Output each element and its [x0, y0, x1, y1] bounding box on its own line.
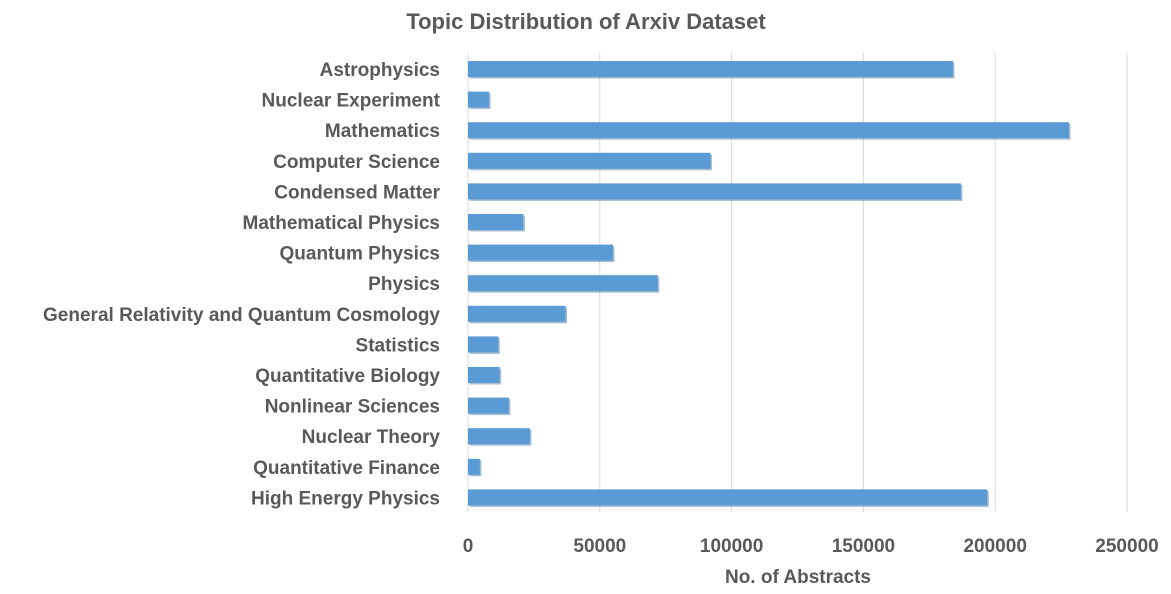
bar	[468, 183, 961, 200]
x-tick-label: 200000	[963, 536, 1026, 557]
category-label: Physics	[368, 274, 440, 295]
category-label: Quantitative Biology	[255, 366, 440, 387]
category-label: Nuclear Experiment	[262, 91, 441, 112]
category-label: Mathematical Physics	[243, 213, 440, 234]
category-label: Astrophysics	[320, 60, 440, 81]
bar	[468, 489, 988, 506]
category-labels: Astrophysics Nuclear Experiment Mathematic…	[43, 60, 441, 509]
x-tick-label: 50000	[573, 536, 626, 557]
category-label: Nuclear Theory	[302, 427, 441, 448]
x-tick-label: 250000	[1095, 536, 1158, 557]
category-label: Condensed Matter	[274, 182, 440, 203]
bar	[468, 214, 524, 230]
bar	[468, 122, 1070, 139]
x-tick-label: 150000	[832, 536, 895, 557]
bar	[468, 152, 711, 169]
category-label: Nonlinear Sciences	[265, 397, 440, 418]
category-label: Statistics	[356, 335, 440, 356]
bars	[468, 61, 1071, 507]
x-tick-label: 100000	[700, 536, 763, 557]
x-axis-title: No. of Abstracts	[725, 567, 871, 588]
bar	[468, 458, 480, 475]
category-label: Quantum Physics	[280, 244, 441, 265]
bar	[468, 336, 499, 353]
bar	[468, 61, 954, 77]
bar	[468, 244, 613, 261]
x-tick-labels: 0 50000 100000 150000 200000 250000	[463, 536, 1159, 557]
bar	[468, 428, 530, 445]
category-label: General Relativity and Quantum Cosmology	[43, 305, 440, 326]
category-label: High Energy Physics	[251, 488, 440, 509]
bar	[468, 367, 500, 383]
chart-title: Topic Distribution of Arxiv Dataset	[406, 9, 766, 34]
x-tick-label: 0	[463, 536, 474, 557]
category-label: Computer Science	[273, 152, 440, 173]
bar	[468, 275, 658, 292]
bar	[468, 305, 566, 322]
category-label: Quantitative Finance	[253, 458, 440, 479]
bar	[468, 91, 490, 108]
category-label: Mathematics	[325, 121, 440, 142]
bar	[468, 397, 509, 414]
